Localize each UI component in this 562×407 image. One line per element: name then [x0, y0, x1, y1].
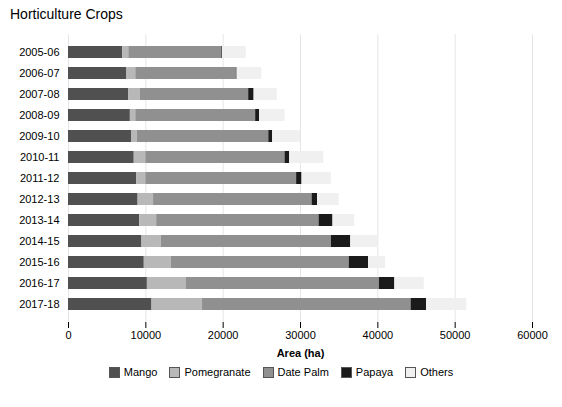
svg-text:2013-14: 2013-14: [19, 214, 59, 226]
svg-text:60000: 60000: [517, 329, 548, 341]
html-text:Mango: Mango: [123, 366, 158, 378]
html-text:Date Palm: Date Palm: [277, 366, 329, 378]
html-text:Horticulture Crops: Horticulture Crops: [10, 6, 123, 22]
svg-text:40000: 40000: [363, 329, 394, 341]
svg-text:2011-12: 2011-12: [20, 172, 60, 184]
svg-text:2006-07: 2006-07: [19, 67, 59, 79]
svg-text:50000: 50000: [440, 329, 471, 341]
svg-text:2007-08: 2007-08: [19, 88, 59, 100]
html-text:Pomegranate: Pomegranate: [184, 366, 251, 378]
svg-text:10000: 10000: [131, 329, 162, 341]
svg-text:2016-17: 2016-17: [19, 277, 59, 289]
svg-text:2010-11: 2010-11: [20, 151, 60, 163]
svg-text:2017-18: 2017-18: [19, 298, 59, 310]
svg-text:2005-06: 2005-06: [19, 46, 59, 58]
svg-text:20000: 20000: [208, 329, 239, 341]
html-text:Papaya: Papaya: [355, 366, 394, 378]
svg-text:0: 0: [65, 329, 71, 341]
svg-text:2008-09: 2008-09: [19, 109, 59, 121]
svg-text:2012-13: 2012-13: [19, 193, 59, 205]
svg-text:2015-16: 2015-16: [19, 256, 59, 268]
html-text:Others: Others: [420, 366, 454, 378]
svg-text:Area (ha): Area (ha): [277, 347, 325, 359]
svg-text:2009-10: 2009-10: [19, 130, 59, 142]
svg-text:30000: 30000: [285, 329, 316, 341]
svg-text:2014-15: 2014-15: [19, 235, 59, 247]
